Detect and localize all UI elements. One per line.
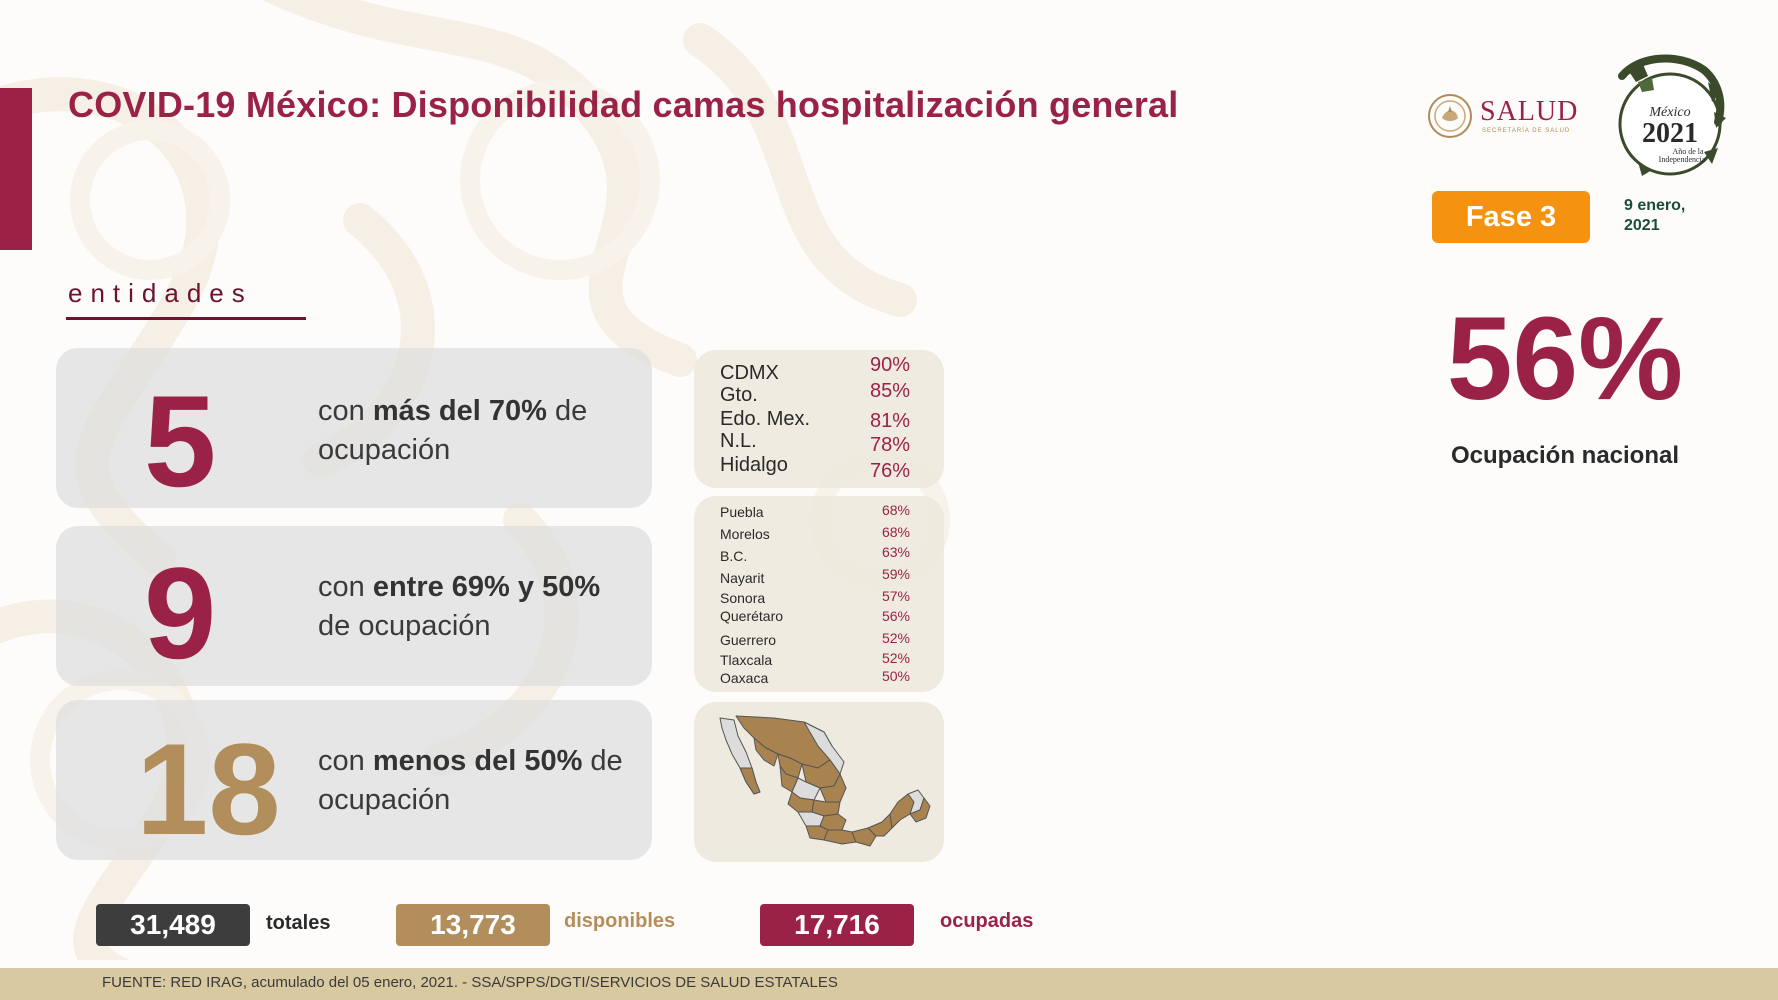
salud-logo: SALUD SECRETARÍA DE SALUD bbox=[1426, 92, 1586, 142]
stat-description: con entre 69% y 50% de ocupación bbox=[318, 571, 601, 642]
stat-description: con más del 70% de ocupación bbox=[318, 395, 588, 466]
stat-card-low: 18 con menos del 50% de ocupación bbox=[56, 700, 652, 860]
section-underline bbox=[66, 317, 306, 320]
stat-number: 5 bbox=[144, 368, 217, 514]
salud-wordmark: SALUD bbox=[1480, 96, 1579, 127]
title-accent-bar bbox=[0, 88, 32, 250]
phase-badge: Fase 3 bbox=[1432, 191, 1590, 243]
serpent-emblem-icon: México 2021 Año de la Independencia bbox=[1618, 54, 1726, 176]
total-beds-value: 31,489 bbox=[96, 904, 250, 946]
occupied-beds-label: ocupadas bbox=[940, 910, 1034, 932]
stat-number: 18 bbox=[136, 716, 281, 862]
logo-year-top: México bbox=[1648, 105, 1690, 120]
high-occupancy-list: CDMX 90% Gto. 85% Edo. Mex. 81% N.L. 78% Hid… bbox=[694, 350, 944, 488]
stat-card-high: 5 con más del 70% de ocupación bbox=[56, 348, 652, 508]
footer-source: FUENTE: RED IRAG, acumulado del 05 enero… bbox=[102, 974, 838, 991]
mexico-2021-logo: México 2021 Año de la Independencia bbox=[1608, 52, 1728, 180]
salud-subtext: SECRETARÍA DE SALUD bbox=[1482, 128, 1571, 134]
occupied-beds-value: 17,716 bbox=[760, 904, 914, 946]
report-date-line1: 9 enero, bbox=[1624, 197, 1686, 214]
total-beds-label: totales bbox=[266, 912, 331, 934]
national-occupancy-label: Ocupación nacional bbox=[1450, 442, 1680, 469]
logo-year-caption-1: Año de la bbox=[1672, 147, 1704, 156]
page-title: COVID-19 México: Disponibilidad camas ho… bbox=[68, 84, 1179, 125]
logo-year-caption-2: Independencia bbox=[1659, 155, 1706, 164]
national-occupancy-value: 56% bbox=[1446, 293, 1684, 425]
report-date: 9 enero, 2021 bbox=[1624, 196, 1734, 236]
mexico-map bbox=[719, 715, 931, 847]
footer-bar: FUENTE: RED IRAG, acumulado del 05 enero… bbox=[0, 968, 1778, 1000]
mexico-map-panel bbox=[694, 702, 944, 862]
stat-description: con menos del 50% de ocupación bbox=[318, 745, 623, 816]
stat-number: 9 bbox=[144, 540, 217, 686]
section-label: entidades bbox=[68, 278, 253, 308]
available-beds-value: 13,773 bbox=[396, 904, 550, 946]
report-date-line2: 2021 bbox=[1624, 217, 1660, 234]
available-beds-label: disponibles bbox=[564, 910, 676, 932]
national-seal-icon bbox=[1428, 94, 1472, 138]
logo-year: 2021 bbox=[1642, 118, 1698, 149]
mid-occupancy-list: Puebla 68% Morelos 68% B.C. 63% Nayarit 59% … bbox=[694, 496, 944, 692]
stat-card-mid: 9 con entre 69% y 50% de ocupación bbox=[56, 526, 652, 686]
